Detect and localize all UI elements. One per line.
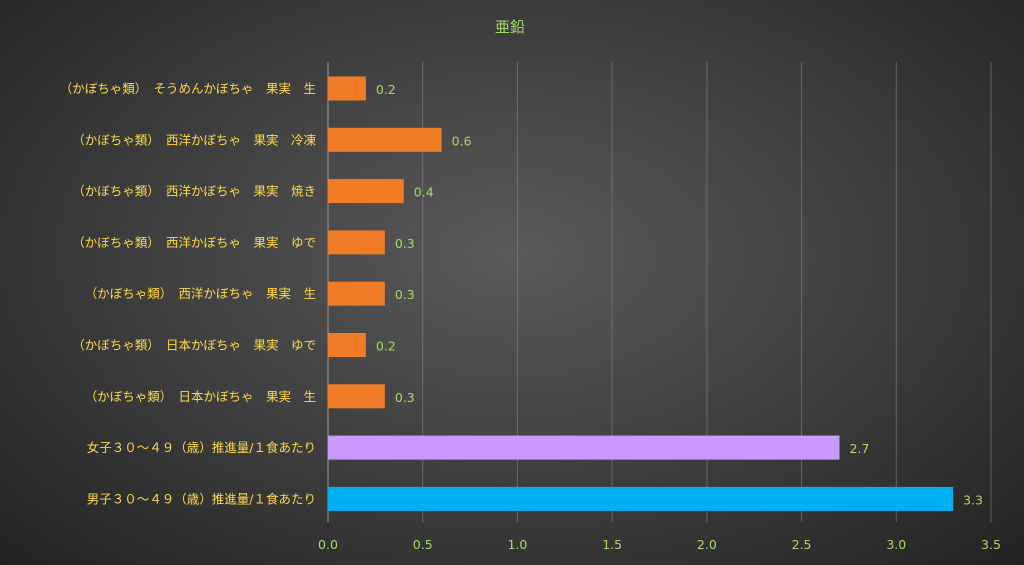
bar	[328, 333, 366, 357]
bar	[328, 486, 954, 511]
x-tick-label: 0.0	[318, 537, 338, 552]
x-axis-ticks: 0.0 0.5 1.0 1.5 2.0 2.5 3.0 3.5	[318, 537, 1001, 552]
category-label: （かぼちゃ類） 西洋かぼちゃ 果実 ゆで	[72, 235, 316, 250]
bar	[328, 230, 385, 255]
category-label: （かぼちゃ類） 日本かぼちゃ 果実 生	[85, 389, 316, 404]
category-label: 男子３０～４９（歳）推進量/１食あたり	[87, 491, 316, 506]
data-label: 0.2	[376, 82, 396, 97]
bar	[328, 179, 404, 204]
bar	[328, 384, 385, 409]
x-tick-label: 3.5	[981, 537, 1001, 552]
data-label: 0.6	[452, 133, 472, 148]
category-label: 女子３０～４９（歳）推進量/１食あたり	[87, 440, 316, 455]
category-labels: （かぼちゃ類） そうめんかぼちゃ 果実 生 （かぼちゃ類） 西洋かぼちゃ 果実 冷…	[60, 81, 317, 506]
data-label: 0.4	[414, 185, 434, 200]
bar	[328, 435, 840, 460]
bars	[328, 76, 954, 511]
data-label: 0.2	[376, 339, 396, 354]
x-tick-label: 1.5	[602, 537, 622, 552]
category-label: （かぼちゃ類） 日本かぼちゃ 果実 ゆで	[72, 338, 316, 353]
bar	[328, 281, 385, 306]
x-tick-label: 1.0	[507, 537, 527, 552]
data-label: 2.7	[849, 441, 869, 456]
chart-title: 亜鉛	[495, 18, 525, 36]
data-label: 0.3	[395, 390, 415, 405]
bar	[328, 76, 366, 101]
data-label: 0.3	[395, 236, 415, 251]
x-tick-label: 3.0	[886, 537, 906, 552]
bar	[328, 127, 442, 152]
gridlines	[327, 62, 992, 522]
data-label: 3.3	[963, 492, 983, 507]
category-label: （かぼちゃ類） そうめんかぼちゃ 果実 生	[60, 81, 316, 96]
x-tick-label: 2.5	[792, 537, 812, 552]
category-label: （かぼちゃ類） 西洋かぼちゃ 果実 焼き	[72, 184, 316, 199]
data-labels: 0.2 0.6 0.4 0.3 0.3 0.2 0.3 2.7 3.3	[376, 82, 983, 507]
data-label: 0.3	[395, 287, 415, 302]
category-label: （かぼちゃ類） 西洋かぼちゃ 果実 生	[85, 286, 316, 301]
category-label: （かぼちゃ類） 西洋かぼちゃ 果実 冷凍	[72, 132, 316, 147]
x-tick-label: 0.5	[413, 537, 433, 552]
x-tick-label: 2.0	[697, 537, 717, 552]
